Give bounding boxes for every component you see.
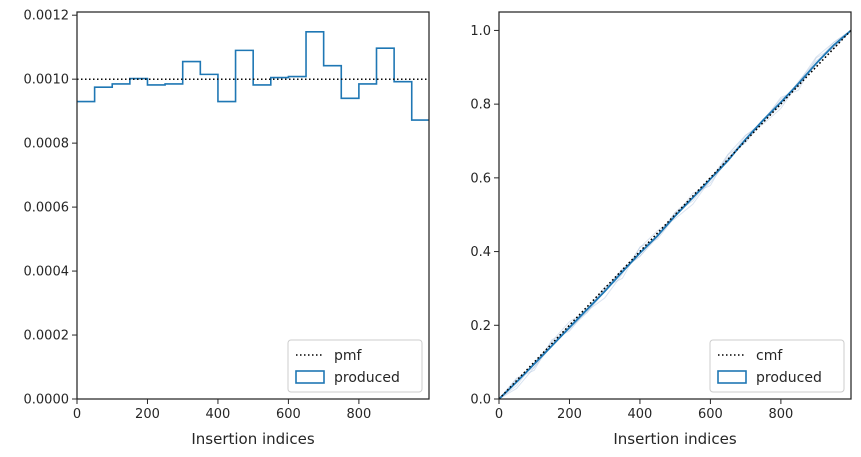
x-tick-label: 200	[135, 407, 160, 422]
axes-frame	[76, 11, 430, 400]
legend-label-produced: produced	[334, 370, 400, 386]
legend-box	[709, 339, 845, 393]
legend-label-pmf: pmf	[334, 348, 363, 364]
y-tick-label: 0.0002	[24, 329, 70, 344]
plot-area	[77, 31, 429, 121]
y-tick-label: 0.0004	[24, 265, 70, 280]
x-tick-label: 800	[768, 407, 793, 422]
x-tick-label: 400	[628, 407, 653, 422]
chart-panel-1	[72, 11, 430, 404]
legend-label-cmf: cmf	[756, 348, 783, 364]
series-line-cmf-overlay	[499, 29, 851, 399]
x-tick-label: 800	[346, 407, 371, 422]
x-axis-label: Insertion indices	[613, 430, 736, 448]
y-tick-label: 0.0010	[24, 73, 70, 88]
y-tick-label: 0.0000	[24, 393, 70, 408]
y-tick-label: 0.2	[470, 319, 491, 334]
x-tick-label: 0	[495, 407, 503, 422]
y-tick-label: 1.0	[470, 24, 491, 39]
x-tick-label: 400	[206, 407, 231, 422]
y-tick-label: 0.0012	[24, 9, 70, 24]
legend-label-produced: produced	[756, 370, 822, 386]
legend-swatch-produced	[295, 370, 325, 384]
y-tick-label: 0.0008	[24, 137, 70, 152]
series-line-produced	[499, 29, 851, 399]
y-tick-label: 0.6	[470, 171, 491, 186]
y-tick-label: 0.4	[470, 245, 491, 260]
plot-area	[499, 29, 851, 399]
axes-frame	[498, 11, 852, 400]
x-tick-label: 600	[698, 407, 723, 422]
legend-swatch-produced	[717, 370, 747, 384]
y-tick-label: 0.0006	[24, 201, 70, 216]
series-step-produced	[77, 31, 429, 121]
x-tick-label: 600	[276, 407, 301, 422]
chart-panel-2	[494, 11, 852, 404]
x-tick-label: 0	[73, 407, 81, 422]
x-axis-label: Insertion indices	[191, 430, 314, 448]
y-tick-label: 0.8	[470, 98, 491, 113]
x-tick-label: 200	[557, 407, 582, 422]
legend-box	[287, 339, 423, 393]
y-tick-label: 0.0	[470, 393, 491, 408]
